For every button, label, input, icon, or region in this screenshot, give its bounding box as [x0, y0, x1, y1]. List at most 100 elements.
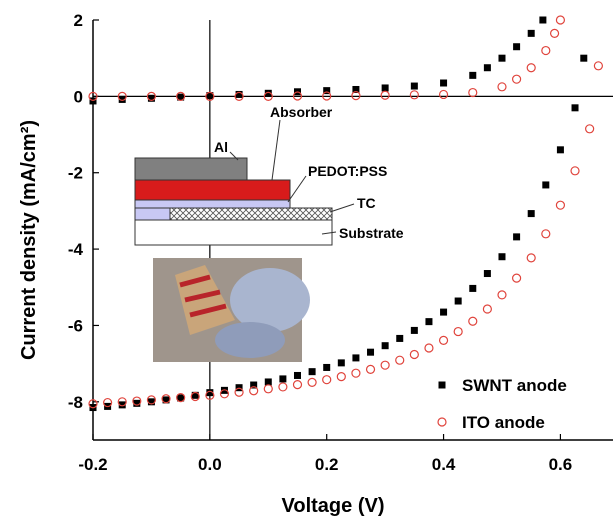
- marker: [511, 273, 522, 283]
- annotation: PEDOT:PSS: [308, 163, 387, 179]
- marker: [235, 90, 243, 98]
- pedot-layer: [134, 199, 291, 209]
- marker: [293, 371, 301, 379]
- marker: [117, 91, 127, 101]
- marker: [176, 91, 186, 101]
- marker: [162, 396, 170, 404]
- marker: [352, 354, 360, 362]
- marker: [527, 29, 535, 37]
- marker: [396, 334, 404, 342]
- marker: [177, 394, 185, 402]
- marker: [542, 181, 550, 189]
- legend-marker: [437, 417, 447, 427]
- marker: [249, 386, 259, 396]
- absorber-layer: [134, 179, 291, 201]
- marker: [527, 210, 535, 218]
- marker: [103, 397, 113, 408]
- marker: [526, 63, 536, 73]
- legend-label: ITO anode: [462, 413, 545, 432]
- marker: [88, 399, 98, 409]
- marker: [146, 91, 157, 101]
- x-tick-label: 0.2: [315, 455, 339, 474]
- marker: [365, 364, 376, 374]
- marker: [146, 395, 157, 405]
- marker: [292, 91, 303, 101]
- marker: [585, 124, 595, 134]
- marker: [234, 91, 244, 101]
- marker: [513, 43, 521, 51]
- marker: [278, 382, 288, 392]
- marker: [381, 84, 389, 92]
- substrate-layer: [134, 219, 333, 246]
- al-layer: [134, 157, 248, 181]
- marker: [511, 74, 522, 84]
- marker: [351, 368, 361, 378]
- marker: [468, 87, 478, 98]
- x-tick-label: 0.6: [549, 455, 573, 474]
- marker: [292, 380, 303, 390]
- marker: [497, 82, 507, 92]
- marker: [498, 54, 506, 62]
- marker: [483, 270, 491, 278]
- marker: [381, 342, 389, 350]
- y-tick-label: 2: [74, 11, 83, 30]
- marker: [219, 389, 230, 399]
- x-axis-label: Voltage (V): [282, 495, 385, 517]
- device-photo: [153, 258, 310, 362]
- marker: [380, 90, 390, 100]
- x-tick-label: 0.4: [432, 455, 456, 474]
- y-tick-label: -4: [68, 240, 84, 259]
- marker: [395, 355, 405, 365]
- marker: [526, 253, 536, 263]
- marker: [440, 308, 448, 316]
- marker: [177, 93, 185, 101]
- marker: [206, 389, 214, 397]
- photo-stripes: [179, 274, 227, 318]
- marker: [424, 343, 434, 353]
- leader: [321, 231, 337, 235]
- marker: [161, 394, 171, 404]
- x-tick-label: -0.2: [78, 455, 107, 474]
- marker: [352, 85, 360, 93]
- y-tick-label: 0: [74, 87, 83, 106]
- marker: [549, 28, 560, 38]
- marker: [322, 91, 332, 101]
- marker: [541, 45, 551, 56]
- marker: [453, 326, 463, 337]
- marker: [323, 363, 331, 371]
- marker: [88, 91, 98, 101]
- marker: [279, 375, 287, 383]
- tc-hatched: [169, 207, 333, 221]
- y-tick-label: -8: [68, 393, 83, 412]
- marker: [351, 90, 361, 101]
- leader: [271, 119, 281, 181]
- marker: [133, 399, 141, 407]
- marker: [176, 393, 186, 403]
- marker: [580, 54, 588, 62]
- y-tick-label: -2: [68, 164, 83, 183]
- marker: [205, 91, 215, 101]
- marker: [570, 166, 580, 176]
- marker: [322, 375, 332, 385]
- marker: [410, 326, 418, 334]
- marker: [497, 290, 507, 300]
- marker: [308, 368, 316, 376]
- marker: [425, 318, 433, 326]
- marker: [380, 360, 390, 370]
- marker: [482, 304, 492, 314]
- marker: [118, 95, 126, 103]
- marker: [263, 91, 273, 101]
- marker: [571, 104, 579, 112]
- marker: [410, 82, 418, 90]
- leader: [329, 203, 355, 213]
- leader: [287, 175, 307, 203]
- marker: [263, 384, 273, 394]
- marker: [250, 381, 258, 389]
- marker: [468, 316, 478, 326]
- marker: [132, 396, 142, 406]
- marker: [469, 71, 477, 79]
- x-tick-label: 0.0: [198, 455, 222, 474]
- legend-label: SWNT anode: [462, 376, 567, 395]
- marker: [367, 348, 375, 356]
